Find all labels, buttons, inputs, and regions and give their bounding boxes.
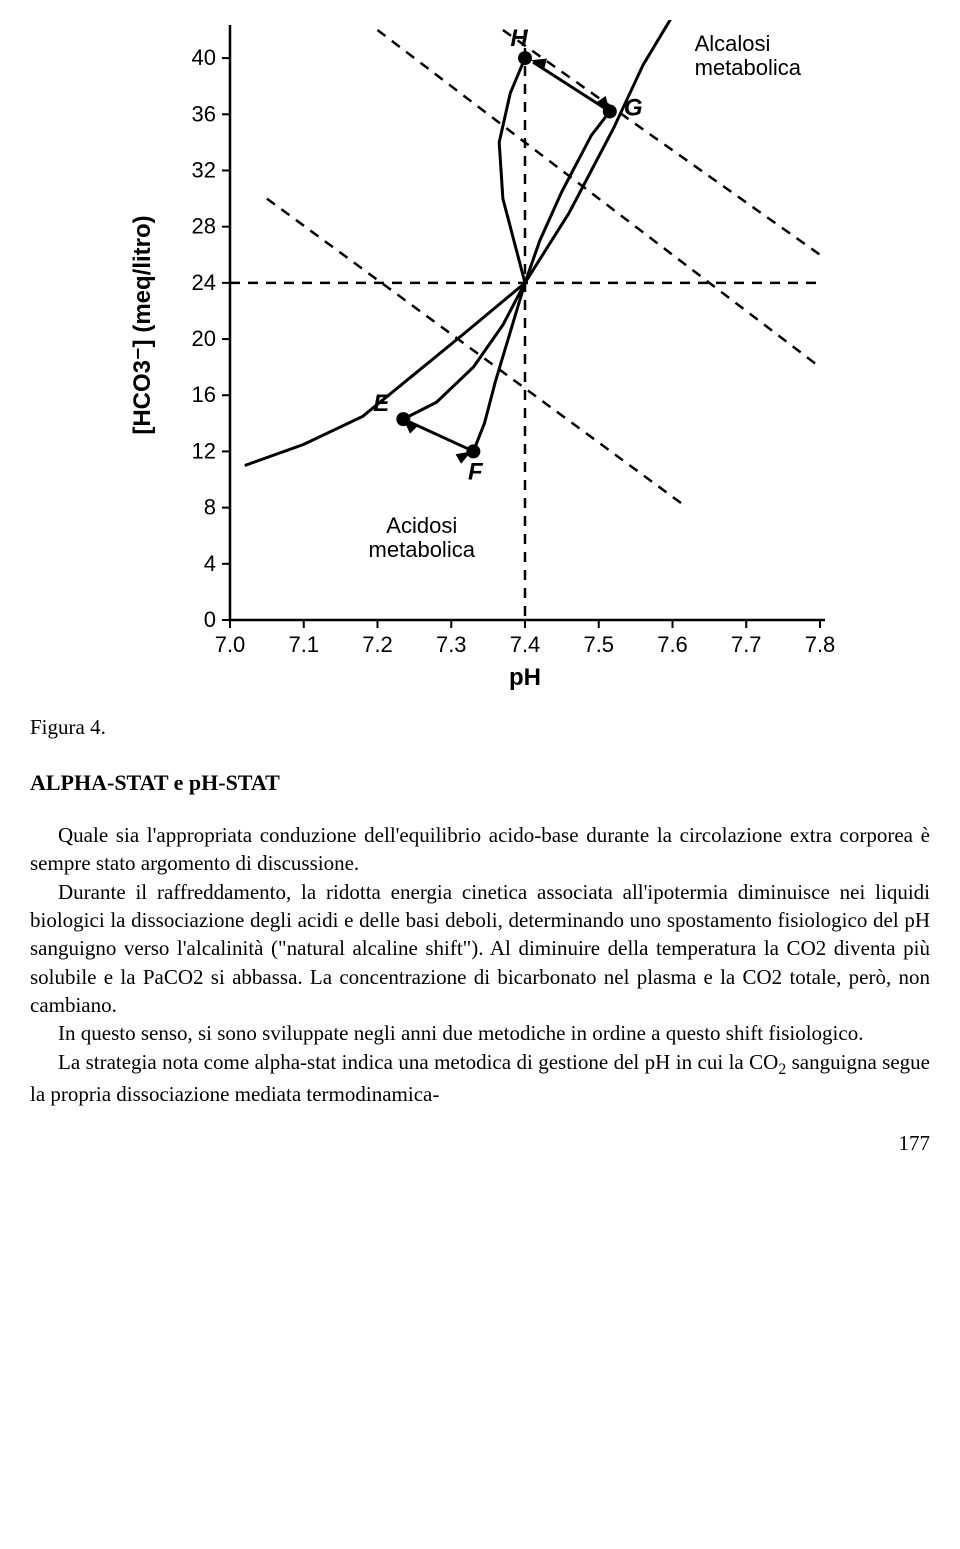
svg-text:metabolica: metabolica [695, 55, 802, 80]
svg-text:36: 36 [192, 101, 216, 126]
svg-text:28: 28 [192, 214, 216, 239]
paragraph-2: Durante il raffreddamento, la ridotta en… [30, 878, 930, 1020]
svg-text:Acidosi: Acidosi [386, 513, 457, 538]
figure-caption: Figura 4. [30, 715, 930, 740]
svg-text:12: 12 [192, 438, 216, 463]
svg-text:H: H [510, 25, 528, 52]
svg-text:pH: pH [509, 664, 541, 690]
page-number: 177 [30, 1131, 930, 1156]
paragraph-3: In questo senso, si sono sviluppate negl… [30, 1019, 930, 1047]
svg-text:F: F [468, 458, 484, 485]
svg-text:24: 24 [192, 270, 216, 295]
svg-text:7.7: 7.7 [731, 632, 762, 657]
body-text: Quale sia l'appropriata conduzione dell'… [30, 821, 930, 1109]
svg-text:40: 40 [192, 45, 216, 70]
svg-text:7.8: 7.8 [805, 632, 836, 657]
svg-text:E: E [373, 390, 390, 417]
svg-text:7.6: 7.6 [657, 632, 688, 657]
svg-text:8: 8 [204, 495, 216, 520]
section-title: ALPHA-STAT e pH-STAT [30, 770, 930, 796]
svg-text:7.0: 7.0 [215, 632, 246, 657]
davenport-chart: 0 4 8 12 16 20 24 28 32 36 40 7.0 7.1 7.2 7.3 7.4 7.5 7.6… [120, 20, 840, 690]
svg-text:0: 0 [204, 607, 216, 632]
svg-text:G: G [624, 94, 643, 121]
svg-text:metabolica: metabolica [369, 537, 476, 562]
svg-text:16: 16 [192, 382, 216, 407]
paragraph-1: Quale sia l'appropriata conduzione dell'… [30, 821, 930, 878]
paragraph-4: La strategia nota come alpha-stat indica… [30, 1048, 930, 1109]
svg-text:7.1: 7.1 [288, 632, 319, 657]
svg-text:7.4: 7.4 [510, 632, 541, 657]
svg-text:Alcalosi: Alcalosi [695, 31, 771, 56]
svg-text:[HCO3⁻] (meq/litro): [HCO3⁻] (meq/litro) [129, 215, 156, 434]
svg-text:20: 20 [192, 326, 216, 351]
chart-svg: 0 4 8 12 16 20 24 28 32 36 40 7.0 7.1 7.2 7.3 7.4 7.5 7.6… [120, 20, 840, 690]
svg-text:32: 32 [192, 157, 216, 182]
svg-text:7.2: 7.2 [362, 632, 393, 657]
svg-text:7.5: 7.5 [583, 632, 614, 657]
svg-text:7.3: 7.3 [436, 632, 467, 657]
svg-text:4: 4 [204, 551, 216, 576]
